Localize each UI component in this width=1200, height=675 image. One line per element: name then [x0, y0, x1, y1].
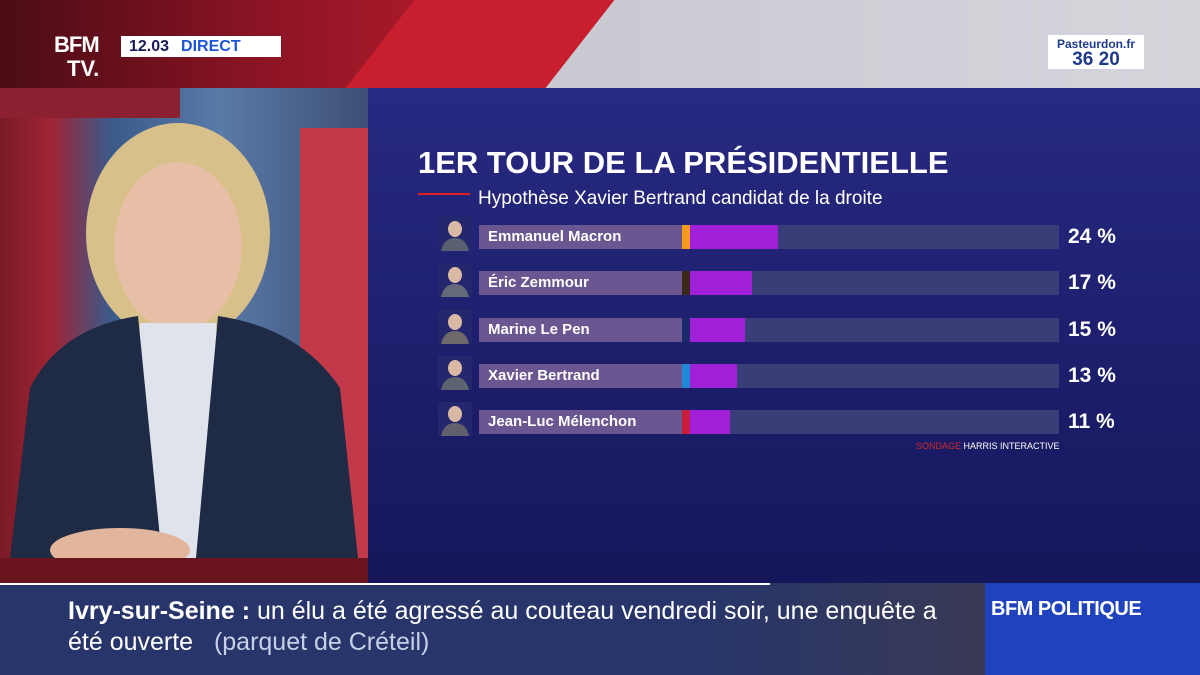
- chart-row: Emmanuel Macron 24 %: [368, 217, 1200, 251]
- poll-chart: 1ER TOUR DE LA PRÉSIDENTIELLE Hypothèse …: [368, 88, 1200, 583]
- bar-value-label: 17 %: [1068, 271, 1116, 294]
- party-color-mark: [682, 364, 690, 388]
- candidate-avatar: [438, 217, 472, 251]
- ticker-place: Ivry-sur-Seine: [68, 597, 235, 625]
- candidate-avatar: [438, 356, 472, 390]
- candidate-avatar: [438, 263, 472, 297]
- chart-row: Xavier Bertrand 13 %: [368, 356, 1200, 390]
- logo-line-2: TV.: [67, 56, 100, 81]
- ticker-headline: Ivry-sur-Seine : un élu a été agressé au…: [68, 596, 968, 658]
- live-label: DIRECT: [181, 37, 241, 55]
- candidate-name: Emmanuel Macron: [479, 225, 682, 249]
- live-chip: 12.03 DIRECT: [121, 36, 281, 57]
- source-name: HARRIS INTERACTIVE: [963, 441, 1060, 451]
- ticker-source: (parquet de Créteil): [213, 628, 430, 656]
- source-prefix: SONDAGE: [916, 441, 962, 451]
- party-color-mark: [682, 318, 690, 342]
- decorative-slash: [345, 0, 615, 88]
- bar-value: [690, 410, 730, 434]
- chart-row: Jean-Luc Mélenchon 11 %: [368, 402, 1200, 436]
- candidate-avatar: [438, 402, 472, 436]
- program-badge: BFM POLITIQUE: [985, 583, 1200, 675]
- sponsor-badge: Pasteurdon.fr 36 20: [1048, 35, 1144, 69]
- party-color-mark: [682, 225, 690, 249]
- bar-value: [690, 271, 752, 295]
- sponsor-number: 36 20: [1072, 49, 1120, 70]
- top-bar: BFM TV. 12.03 DIRECT Pasteurdon.fr 36 20: [0, 0, 1200, 88]
- logo-line-1: BFM: [54, 32, 100, 57]
- party-color-mark: [682, 410, 690, 434]
- ticker-rule: [0, 583, 770, 585]
- chart-subtitle: Hypothèse Xavier Bertrand candidat de la…: [478, 188, 883, 209]
- chart-rows: Emmanuel Macron 24 % Éric Zemmour 17 % Marin…: [368, 88, 1200, 583]
- chart-source: SONDAGE HARRIS INTERACTIVE: [916, 441, 1060, 451]
- subtitle-accent-line: [418, 193, 470, 195]
- candidate-name: Marine Le Pen: [479, 318, 682, 342]
- channel-logo: BFM TV.: [54, 34, 118, 84]
- bar-value: [690, 318, 745, 342]
- clock-time: 12.03: [129, 37, 170, 55]
- party-color-mark: [682, 271, 690, 295]
- chart-row: Marine Le Pen 15 %: [368, 310, 1200, 344]
- bar-value: [690, 225, 778, 249]
- program-label: BFM POLITIQUE: [991, 598, 1142, 620]
- guest-person-image: [10, 123, 358, 572]
- bar-value-label: 24 %: [1068, 225, 1116, 248]
- studio-video-frame: [0, 88, 368, 583]
- chart-row: Éric Zemmour 17 %: [368, 263, 1200, 297]
- ticker-separator: :: [234, 597, 257, 625]
- bar-value-label: 11 %: [1068, 410, 1115, 433]
- studio-desk: [0, 558, 368, 583]
- bar-value: [690, 364, 737, 388]
- candidate-avatar: [438, 310, 472, 344]
- sponsor-site: Pasteurdon.fr: [1056, 37, 1135, 51]
- candidate-name: Jean-Luc Mélenchon: [479, 410, 682, 434]
- chart-title: 1ER TOUR DE LA PRÉSIDENTIELLE: [418, 145, 949, 180]
- bar-value-label: 13 %: [1068, 364, 1116, 387]
- ticker-text: un élu a été agressé au couteau vendredi…: [68, 597, 937, 656]
- bar-value-label: 15 %: [1068, 318, 1116, 341]
- candidate-name: Xavier Bertrand: [479, 364, 682, 388]
- candidate-name: Éric Zemmour: [479, 271, 682, 295]
